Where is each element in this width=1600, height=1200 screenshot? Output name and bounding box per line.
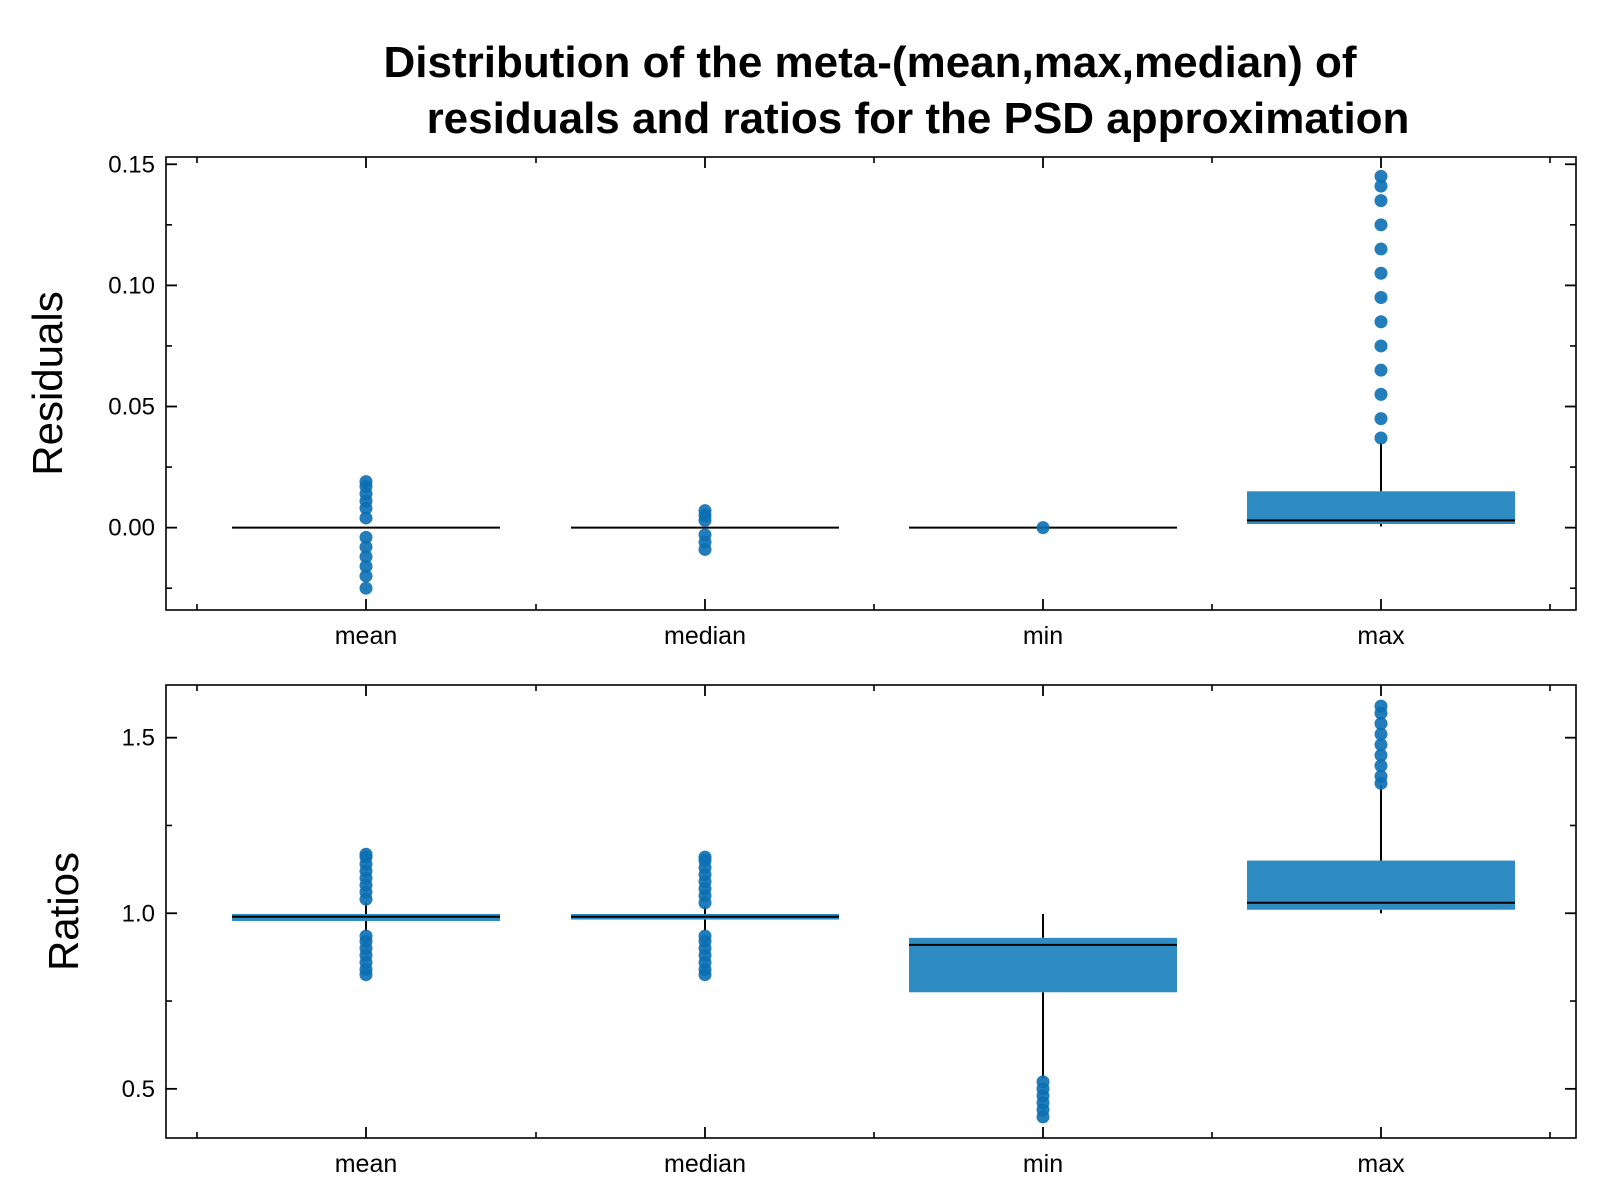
chart-title-line-2: residuals and ratios for the PSD approxi… [426,94,1410,143]
outlier-point [1374,169,1388,183]
outlier-point [698,504,712,518]
outlier-point [359,540,373,554]
outlier-point [1374,412,1388,426]
x-tick-label: min [1023,622,1063,650]
outlier-point [698,528,712,542]
outlier-point [359,847,373,861]
outlier-point [1374,431,1388,445]
outlier-point [698,850,712,864]
y-tick-label: 0.10 [108,272,155,299]
x-tick-label: median [664,1150,746,1178]
outlier-point [1374,727,1388,741]
outlier-point [1374,387,1388,401]
outlier-point [1374,266,1388,280]
x-tick-label: median [664,622,746,650]
y-tick-label: 0.00 [108,515,155,542]
outlier-point [698,929,712,943]
outlier-point [1036,1075,1050,1089]
outlier-point [1374,315,1388,329]
y-tick-label: 0.5 [122,1076,155,1103]
outlier-point [1374,179,1388,193]
outlier-point [359,929,373,943]
outlier-point [1374,759,1388,773]
x-tick-label: min [1023,1150,1063,1178]
outlier-point [359,511,373,525]
x-tick-label: mean [335,622,398,650]
outlier-point [1036,521,1050,535]
plot-frame [165,684,1577,1139]
outlier-point [359,559,373,573]
outlier-point [1374,748,1388,762]
outlier-point [1374,339,1388,353]
x-tick-label: mean [335,1150,398,1178]
y-axis-label: Residuals [24,291,71,475]
outlier-point [1374,699,1388,713]
outlier-point [359,581,373,595]
outlier-point [359,530,373,544]
outlier-point [1374,769,1388,783]
outlier-point [1374,291,1388,305]
plot-frame [165,156,1577,611]
outlier-point [359,569,373,583]
y-axis-label: Ratios [40,852,87,971]
outlier-point [1374,363,1388,377]
outlier-point [1374,717,1388,731]
y-tick-label: 1.5 [122,725,155,752]
outlier-point [1374,194,1388,208]
outlier-point [359,550,373,564]
chart-title-line-1: Distribution of the meta-(mean,max,media… [383,38,1357,87]
outlier-point [1374,218,1388,232]
y-tick-label: 1.0 [122,900,155,927]
outlier-point [1374,738,1388,752]
y-tick-label: 0.05 [108,394,155,421]
outlier-point [1374,242,1388,256]
x-tick-label: max [1357,1150,1405,1178]
box-max [1247,860,1515,910]
box-min [909,937,1177,993]
outlier-point [359,475,373,489]
y-tick-label: 0.15 [108,151,155,178]
x-tick-label: max [1357,622,1405,650]
box-max [1247,491,1515,525]
